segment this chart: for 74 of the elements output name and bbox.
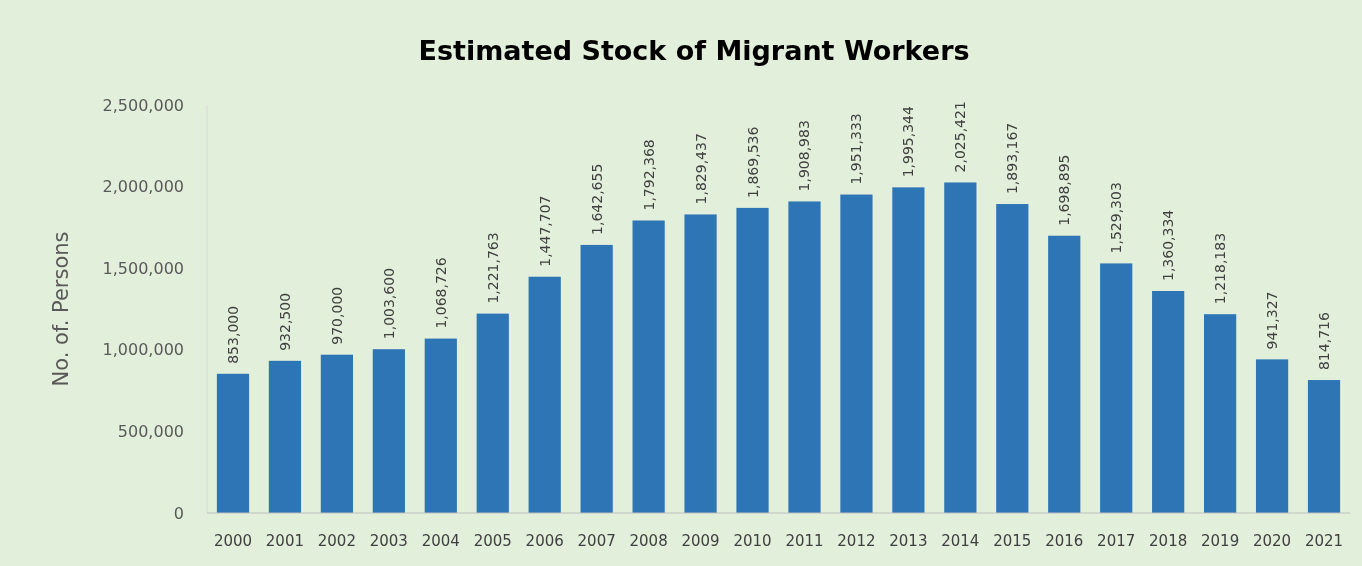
bar	[684, 214, 717, 513]
x-tick-label: 2013	[889, 532, 928, 550]
data-label: 814,716	[1316, 312, 1333, 371]
bar	[1100, 263, 1133, 513]
bar	[1255, 359, 1289, 513]
bar	[528, 276, 561, 513]
x-tick-label: 2011	[785, 532, 824, 550]
bar	[1307, 380, 1341, 513]
x-tick-label: 2019	[1201, 532, 1240, 550]
data-label: 1,529,303	[1108, 182, 1125, 254]
bar	[580, 244, 613, 513]
data-label: 1,218,183	[1212, 232, 1229, 305]
bar	[892, 187, 925, 513]
bar	[372, 349, 405, 513]
bar	[1204, 314, 1237, 513]
data-label: 1,221,763	[484, 232, 501, 304]
bar	[1048, 235, 1081, 513]
data-label: 2,025,421	[952, 101, 969, 173]
y-tick-label: 1,500,000	[102, 258, 184, 278]
y-tick-label: 2,500,000	[102, 95, 184, 115]
data-label: 1,869,536	[744, 126, 761, 198]
x-tick-label: 2009	[681, 532, 720, 550]
y-tick-label: 0	[173, 503, 184, 523]
x-tick-label: 2010	[733, 532, 772, 550]
bar	[788, 201, 821, 513]
x-tick-label: 2016	[1045, 532, 1084, 550]
bar	[840, 194, 873, 513]
x-tick-label: 2014	[941, 532, 980, 550]
x-tick-label: 2002	[317, 532, 356, 550]
x-tick-label: 2017	[1097, 532, 1136, 550]
bar	[736, 207, 769, 513]
bar	[996, 204, 1029, 513]
data-label: 853,000	[224, 305, 241, 364]
x-tick-label: 2006	[525, 532, 564, 550]
bar	[944, 182, 977, 513]
data-label: 1,003,600	[380, 267, 397, 340]
x-tick-label: 2003	[369, 532, 408, 550]
bar	[424, 338, 457, 513]
data-label: 970,000	[328, 286, 345, 345]
x-tick-label: 2001	[265, 532, 305, 550]
data-label: 1,792,368	[640, 139, 657, 211]
bar	[320, 354, 353, 513]
x-tick-label: 2007	[577, 532, 616, 550]
y-tick-label: 500,000	[117, 422, 184, 441]
data-label: 1,642,655	[588, 163, 605, 235]
x-tick-label: 2018	[1149, 532, 1188, 550]
data-label: 941,327	[1264, 291, 1281, 350]
y-tick-label: 1,000,000	[102, 340, 184, 360]
data-label: 932,500	[276, 292, 293, 351]
x-tick-label: 2008	[629, 532, 668, 550]
bar	[632, 220, 665, 513]
data-label: 1,995,344	[900, 106, 917, 178]
x-tick-label: 2005	[473, 532, 512, 550]
bar	[476, 313, 509, 513]
data-label: 1,829,437	[692, 133, 709, 205]
y-axis-title: No. of. Persons	[49, 231, 73, 387]
chart-title: Estimated Stock of Migrant Workers	[418, 35, 970, 66]
x-tick-label: 2004	[421, 532, 460, 550]
data-label: 1,893,167	[1004, 122, 1021, 195]
bar	[216, 373, 250, 513]
x-tick-label: 2021	[1304, 532, 1344, 550]
x-tick-label: 2000	[213, 532, 253, 550]
data-label: 1,908,983	[796, 120, 813, 192]
data-label: 1,447,707	[536, 195, 553, 267]
data-label: 1,360,334	[1160, 209, 1177, 281]
y-tick-label: 2,000,000	[102, 177, 184, 197]
data-label: 1,068,726	[432, 257, 449, 329]
x-tick-label: 2020	[1252, 532, 1292, 550]
data-label: 1,698,895	[1056, 154, 1073, 226]
bar	[1152, 290, 1185, 513]
bar	[268, 360, 302, 513]
x-tick-label: 2015	[993, 532, 1032, 550]
x-tick-label: 2012	[837, 532, 876, 550]
data-label: 1,951,333	[848, 113, 865, 185]
